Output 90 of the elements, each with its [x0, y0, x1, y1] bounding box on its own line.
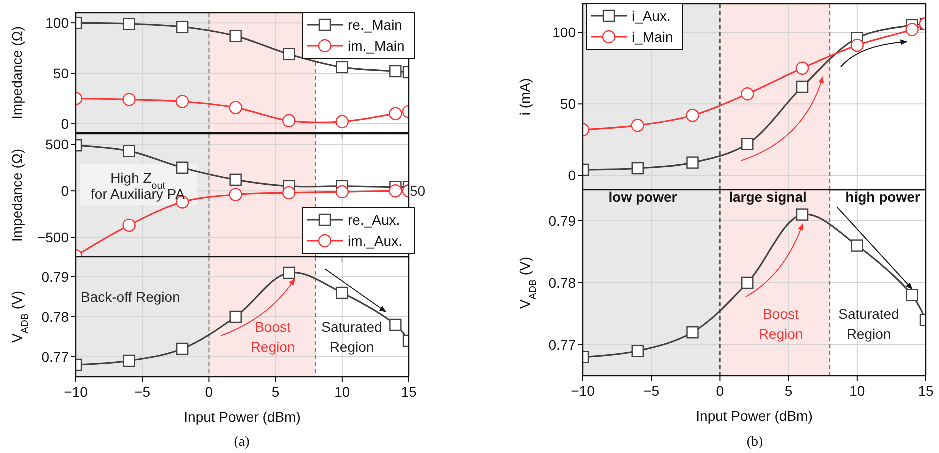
point	[686, 156, 699, 169]
y-tick-label: 500	[46, 136, 70, 153]
y-tick-label: 0.78	[548, 275, 576, 291]
y-tick-label: 0	[61, 183, 70, 200]
point	[176, 95, 190, 108]
annotation: Boost Region	[758, 306, 804, 342]
legend-label: i_Main	[632, 29, 674, 45]
point	[686, 326, 699, 339]
point	[176, 21, 189, 34]
y-tick-label: 0	[568, 168, 576, 184]
point	[336, 185, 349, 199]
point	[686, 109, 700, 122]
y-tick-label: 0.79	[548, 213, 576, 229]
point	[336, 61, 348, 74]
point	[282, 186, 296, 200]
point	[123, 18, 136, 30]
y-tick-label: 0.78	[42, 309, 70, 325]
x-axis-title: Input Power (dBm)	[184, 409, 301, 425]
y-axis-title: Impedance (Ω)	[9, 149, 25, 242]
x-tick-label: 10	[334, 384, 350, 400]
point	[336, 115, 349, 129]
x-tick-label: 0	[716, 383, 724, 399]
legend-label: re._Aux.	[348, 212, 400, 228]
legend-label: im._Main	[348, 38, 405, 54]
x-tick-label: 5	[784, 383, 793, 399]
point	[741, 88, 754, 101]
annotation: low power	[608, 189, 678, 205]
annotation: Back-off Region	[81, 289, 180, 305]
point	[230, 30, 242, 42]
y-tick-label: 0	[61, 116, 70, 132]
point	[230, 310, 242, 324]
point	[176, 162, 189, 174]
text: (b)	[746, 435, 764, 450]
x-tick-label: 15	[918, 383, 934, 399]
point	[851, 240, 864, 252]
x-tick-label: −5	[134, 384, 151, 400]
point	[796, 62, 810, 75]
y-tick-label: 0.77	[548, 337, 576, 353]
annotation: Saturated Region	[322, 319, 382, 355]
point	[390, 65, 402, 78]
annotation: high power	[846, 189, 921, 205]
point	[283, 48, 296, 60]
point	[229, 101, 242, 114]
point	[229, 188, 242, 202]
point	[632, 345, 644, 358]
x-tick-label: 15	[401, 384, 417, 400]
x-tick-label: 5	[272, 384, 280, 400]
point	[742, 138, 754, 150]
legend-label: i_Aux.	[632, 8, 671, 24]
x-tick-label: 10	[850, 383, 866, 399]
y-tick-label: −500	[37, 230, 70, 246]
point	[631, 119, 644, 132]
point	[389, 184, 402, 198]
point	[336, 286, 348, 300]
y-tick-label: 100	[552, 24, 576, 41]
point	[123, 145, 136, 158]
point	[230, 174, 242, 186]
annotation: large signal	[729, 189, 807, 205]
point	[122, 218, 136, 232]
text: (a)	[234, 435, 250, 450]
point	[850, 38, 864, 52]
x-tick-label: −10	[64, 384, 88, 400]
x-tick-label: −10	[571, 383, 596, 399]
point	[176, 342, 189, 356]
legend-label: re._Main	[348, 17, 402, 33]
y-tick-label: 50	[560, 96, 576, 112]
legend-label: im._Aux.	[348, 233, 402, 249]
y-tick-label: 50	[53, 66, 70, 82]
point	[123, 354, 136, 368]
x-tick-label: 0	[205, 384, 214, 400]
point	[389, 107, 402, 120]
y-axis-title: Impedance (Ω)	[9, 26, 25, 120]
y-tick-label: 0.79	[42, 269, 70, 285]
point	[796, 80, 809, 94]
point	[283, 266, 296, 280]
point	[632, 162, 644, 175]
x-axis-title: Input Power (dBm)	[696, 408, 813, 424]
text: 50	[410, 183, 426, 199]
point	[742, 276, 754, 290]
point	[282, 114, 296, 128]
point	[390, 318, 402, 332]
annotation: Boost Region	[250, 319, 296, 355]
x-tick-label: −5	[644, 383, 660, 399]
point	[906, 23, 919, 36]
y-tick-label: 0.77	[42, 349, 70, 365]
y-tick-label: 100	[46, 15, 70, 32]
y-axis-title: i (mA)	[517, 78, 533, 116]
point	[122, 93, 136, 106]
point	[796, 208, 809, 221]
annotation: Saturated Region	[838, 306, 900, 342]
